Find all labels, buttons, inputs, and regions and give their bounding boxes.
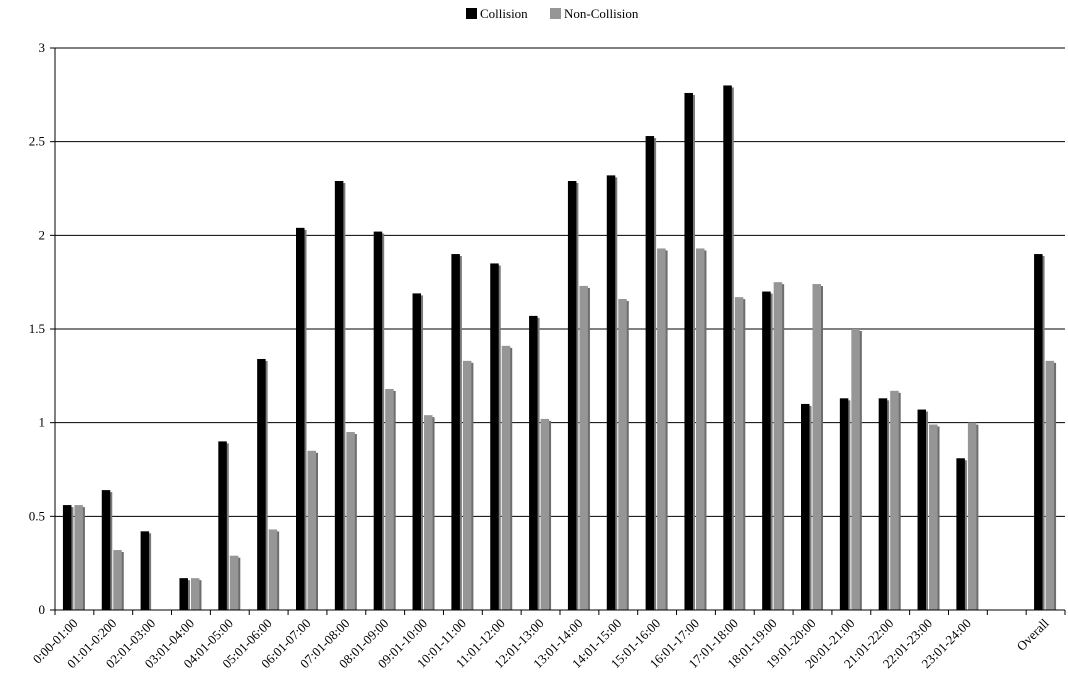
bar-non-collision bbox=[812, 284, 823, 610]
bar-collision bbox=[839, 398, 851, 610]
bar-collision bbox=[334, 181, 346, 611]
bar-non-collision bbox=[579, 285, 590, 610]
y-tick-label: 0.5 bbox=[29, 508, 45, 523]
bar-collision bbox=[801, 403, 812, 610]
bar-non-collision bbox=[229, 555, 241, 610]
legend-swatch-collision bbox=[466, 8, 477, 19]
bar-collision bbox=[490, 263, 501, 610]
bar-non-collision bbox=[462, 360, 474, 610]
bar-collision bbox=[451, 254, 462, 611]
y-tick-label: 2 bbox=[39, 227, 46, 242]
bars bbox=[62, 85, 1057, 611]
legend-swatch-non-collision bbox=[550, 8, 561, 19]
bar-collision bbox=[606, 175, 618, 611]
bar-non-collision bbox=[268, 529, 280, 610]
bar-collision bbox=[1034, 254, 1045, 611]
y-tick-label: 0 bbox=[39, 602, 46, 617]
gridlines bbox=[50, 47, 1065, 611]
bar-collision bbox=[956, 458, 967, 610]
y-tick-label: 1 bbox=[39, 415, 46, 430]
bar-non-collision bbox=[851, 329, 862, 610]
bar-non-collision bbox=[424, 415, 435, 610]
bar-collision bbox=[257, 358, 268, 610]
bar-non-collision bbox=[501, 345, 513, 610]
bar-collision bbox=[567, 181, 579, 611]
legend-label-non-collision: Non-Collision bbox=[564, 6, 639, 21]
bar-collision bbox=[645, 136, 657, 610]
x-axis-ticks bbox=[54, 610, 1066, 615]
bar-collision bbox=[179, 578, 190, 610]
bar-non-collision bbox=[734, 297, 746, 610]
x-tick-label: Overall bbox=[1014, 615, 1052, 653]
bar-non-collision bbox=[385, 388, 396, 610]
bar-collision bbox=[723, 85, 734, 610]
bar-non-collision bbox=[346, 432, 357, 610]
legend: Collision Non-Collision bbox=[466, 6, 639, 21]
bar-non-collision bbox=[113, 550, 124, 610]
bar-non-collision bbox=[929, 424, 940, 610]
bar-collision bbox=[762, 291, 773, 610]
bar-non-collision bbox=[967, 422, 979, 610]
x-axis-tick-labels: 0:00-01:0001:01-0:20002:01-03:0003:01-04… bbox=[30, 615, 1052, 671]
y-tick-label: 3 bbox=[39, 40, 46, 55]
bar-non-collision bbox=[890, 390, 901, 610]
bar-collision bbox=[373, 231, 385, 610]
legend-label-collision: Collision bbox=[480, 6, 528, 21]
bar-non-collision bbox=[74, 505, 85, 610]
bar-collision bbox=[62, 505, 74, 610]
bar-non-collision bbox=[773, 282, 785, 610]
y-tick-label: 2.5 bbox=[29, 134, 45, 149]
bar-non-collision bbox=[307, 450, 318, 610]
bar-non-collision bbox=[657, 248, 668, 611]
y-tick-label: 1.5 bbox=[29, 321, 45, 336]
bar-collision bbox=[101, 490, 113, 610]
bar-non-collision bbox=[1045, 360, 1057, 610]
y-axis-tick-labels: 0 0.5 1 1.5 2 2.5 3 bbox=[29, 40, 45, 617]
bar-collision bbox=[412, 293, 424, 610]
bar-non-collision bbox=[540, 418, 552, 610]
bar-collision bbox=[218, 441, 229, 610]
bar-collision bbox=[529, 315, 540, 610]
bar-collision bbox=[296, 227, 307, 610]
bar-collision bbox=[684, 92, 695, 610]
bar-collision bbox=[917, 409, 929, 610]
bar-non-collision bbox=[618, 299, 629, 610]
bar-non-collision bbox=[695, 248, 707, 611]
bar-collision bbox=[140, 531, 152, 610]
bar-collision bbox=[878, 398, 890, 610]
bar-non-collision bbox=[190, 578, 202, 610]
